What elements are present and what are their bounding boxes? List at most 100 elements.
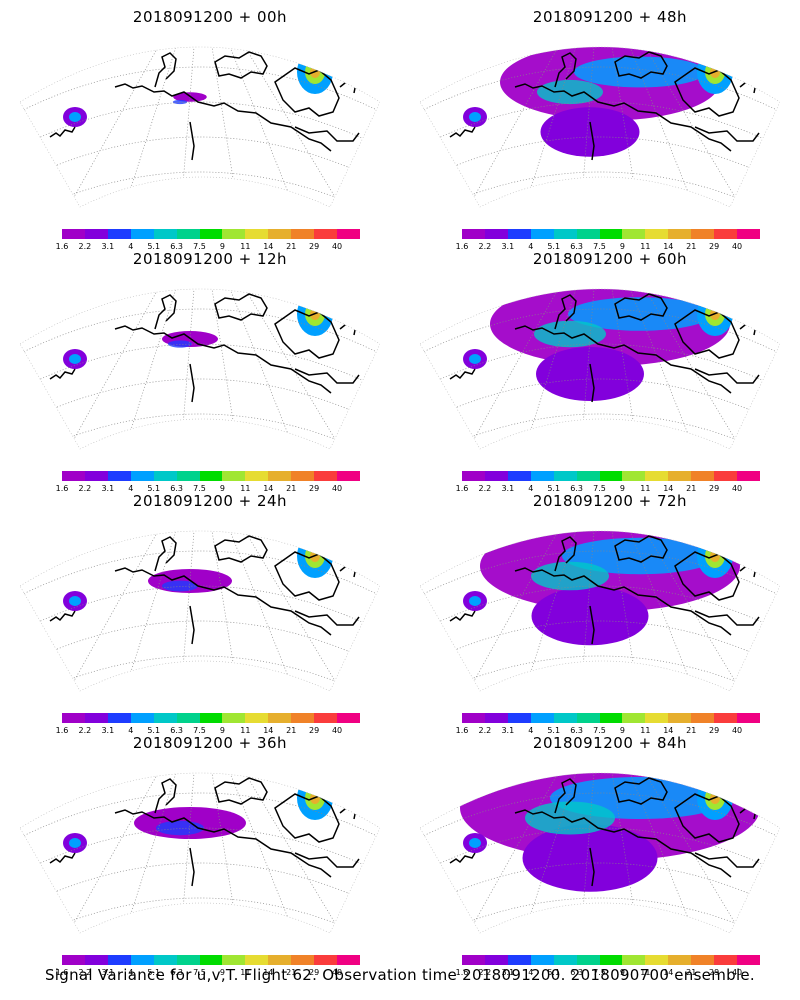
colorbar-swatch [245, 713, 269, 723]
colorbar-tick-label: 2.2 [478, 726, 492, 735]
colorbar-swatch [84, 955, 109, 965]
colorbar-tick-label: 29 [309, 484, 320, 493]
colorbar-tick-label: 2.2 [478, 968, 492, 977]
colorbar-swatch [484, 713, 509, 723]
colorbar-tick-label: 9 [219, 242, 225, 251]
colorbar-tick-label: 29 [709, 242, 720, 251]
colorbar: 1.6 2.2 3.1 4 5.1 6.3 7.5 9 11 14 21 29 40 [20, 471, 400, 497]
colorbar-tick-label: 9 [619, 968, 625, 977]
colorbar-swatch [622, 955, 646, 965]
colorbar-swatch [462, 229, 486, 239]
colorbar-tick-label: 11 [640, 242, 651, 251]
colorbar-tick-label: 1.6 [55, 242, 69, 251]
variance-map [420, 46, 780, 208]
colorbar-tick-label: 5.1 [547, 484, 561, 493]
colorbar-swatch [645, 471, 669, 481]
colorbar-swatch [691, 955, 715, 965]
colorbar-tick-label: 3.1 [101, 242, 115, 251]
colorbar-tick-label: 1.6 [455, 968, 469, 977]
colorbar-swatch [314, 229, 338, 239]
colorbar-swatch [622, 713, 646, 723]
colorbar-swatch [714, 955, 738, 965]
colorbar-swatch [530, 471, 555, 481]
colorbar-tick-label: 14 [663, 484, 674, 493]
colorbar-swatch [268, 229, 292, 239]
colorbar-tick-label: 40 [731, 726, 743, 735]
colorbar-swatch [668, 713, 692, 723]
colorbar-tick-label: 29 [709, 968, 720, 977]
colorbar-swatch [337, 955, 361, 965]
colorbar-tick-label: 21 [286, 968, 297, 977]
colorbar-swatch [153, 471, 178, 481]
panel-title: 2018091200 + 36h [132, 734, 288, 752]
colorbar: 1.6 2.2 3.1 4 5.1 6.3 7.5 9 11 14 21 29 40 [20, 229, 400, 255]
colorbar-swatch [176, 713, 201, 723]
colorbar-tick-label: 9 [219, 968, 225, 977]
figure-caption: Signal Variance for u,v,T. Flight 62. Ob… [44, 966, 756, 984]
colorbar-tick-label: 5.1 [547, 726, 561, 735]
colorbar-swatch [199, 471, 223, 481]
panel-title: 2018091200 + 72h [532, 492, 688, 510]
colorbar-swatch [199, 955, 223, 965]
colorbar-tick-label: 40 [731, 242, 743, 251]
colorbar-tick-label: 3.1 [101, 484, 115, 493]
colorbar-tick-label: 1.6 [55, 484, 69, 493]
colorbar-swatch [291, 955, 315, 965]
colorbar-swatch [314, 955, 338, 965]
colorbar: 1.6 2.2 3.1 4 5.1 6.3 7.5 9 11 14 21 29 40 [20, 955, 400, 981]
colorbar-swatch [484, 229, 509, 239]
colorbar-tick-label: 4 [128, 242, 134, 251]
colorbar-swatch [553, 713, 578, 723]
colorbar-swatch [176, 955, 201, 965]
colorbar-tick-label: 6.3 [170, 484, 183, 493]
colorbar-swatch [622, 229, 646, 239]
colorbar-tick-label: 6.3 [170, 242, 183, 251]
map-panel: 2018091200 + 00h 1.6 2.2 3.1 4 5.1 6.3 7.5 9 11 14… [20, 8, 400, 251]
panel-title: 2018091200 + 48h [532, 8, 688, 26]
colorbar-tick-label: 3.1 [501, 484, 515, 493]
colorbar-tick-label: 21 [686, 484, 697, 493]
colorbar-swatch [599, 471, 623, 481]
colorbar: 1.6 2.2 3.1 4 5.1 6.3 7.5 9 11 14 21 29 40 [420, 955, 800, 981]
colorbar-tick-label: 7.5 [593, 726, 606, 735]
colorbar-tick-label: 1.6 [55, 968, 69, 977]
map-panel: 2018091200 + 72h 1.6 2.2 3.1 4 5.1 6.3 7.5 9 11 14… [420, 492, 800, 735]
colorbar-tick-label: 1.6 [455, 242, 469, 251]
colorbar-swatch [314, 471, 338, 481]
colorbar-swatch [84, 713, 109, 723]
colorbar-tick-label: 40 [331, 968, 343, 977]
colorbar-swatch [176, 471, 201, 481]
colorbar-tick-label: 9 [219, 726, 225, 735]
map-panel: 2018091200 + 36h 1.6 2.2 3.1 4 5.1 6.3 7.5 9 11 14… [20, 734, 400, 977]
colorbar-tick-label: 40 [331, 484, 343, 493]
colorbar-swatch [553, 471, 578, 481]
colorbar-swatch [599, 713, 623, 723]
colorbar-swatch [484, 955, 509, 965]
colorbar-swatch [62, 229, 86, 239]
colorbar-tick-label: 7.5 [193, 726, 206, 735]
colorbar: 1.6 2.2 3.1 4 5.1 6.3 7.5 9 11 14 21 29 40 [420, 471, 800, 497]
colorbar-swatch [691, 471, 715, 481]
colorbar-swatch [691, 713, 715, 723]
colorbar-swatch [199, 713, 223, 723]
colorbar-swatch [245, 471, 269, 481]
colorbar-swatch [507, 229, 532, 239]
colorbar-swatch [553, 955, 578, 965]
colorbar-tick-label: 9 [619, 726, 625, 735]
colorbar-swatch [130, 955, 155, 965]
colorbar-tick-label: 11 [640, 968, 651, 977]
panel-title: 2018091200 + 00h [132, 8, 288, 26]
colorbar-tick-label: 6.3 [570, 968, 583, 977]
colorbar-swatch [107, 955, 132, 965]
colorbar-swatch [222, 229, 246, 239]
colorbar-swatch [737, 229, 761, 239]
colorbar-tick-label: 5.1 [147, 726, 161, 735]
colorbar-swatch [714, 713, 738, 723]
colorbar-tick-label: 7.5 [593, 484, 606, 493]
colorbar-swatch [268, 955, 292, 965]
colorbar-swatch [668, 955, 692, 965]
colorbar-tick-label: 11 [640, 484, 651, 493]
map-panel: 2018091200 + 60h 1.6 2.2 3.1 4 5.1 6.3 7.5 9 11 14… [420, 250, 800, 493]
colorbar-tick-label: 40 [731, 968, 743, 977]
colorbar-tick-label: 14 [263, 242, 274, 251]
